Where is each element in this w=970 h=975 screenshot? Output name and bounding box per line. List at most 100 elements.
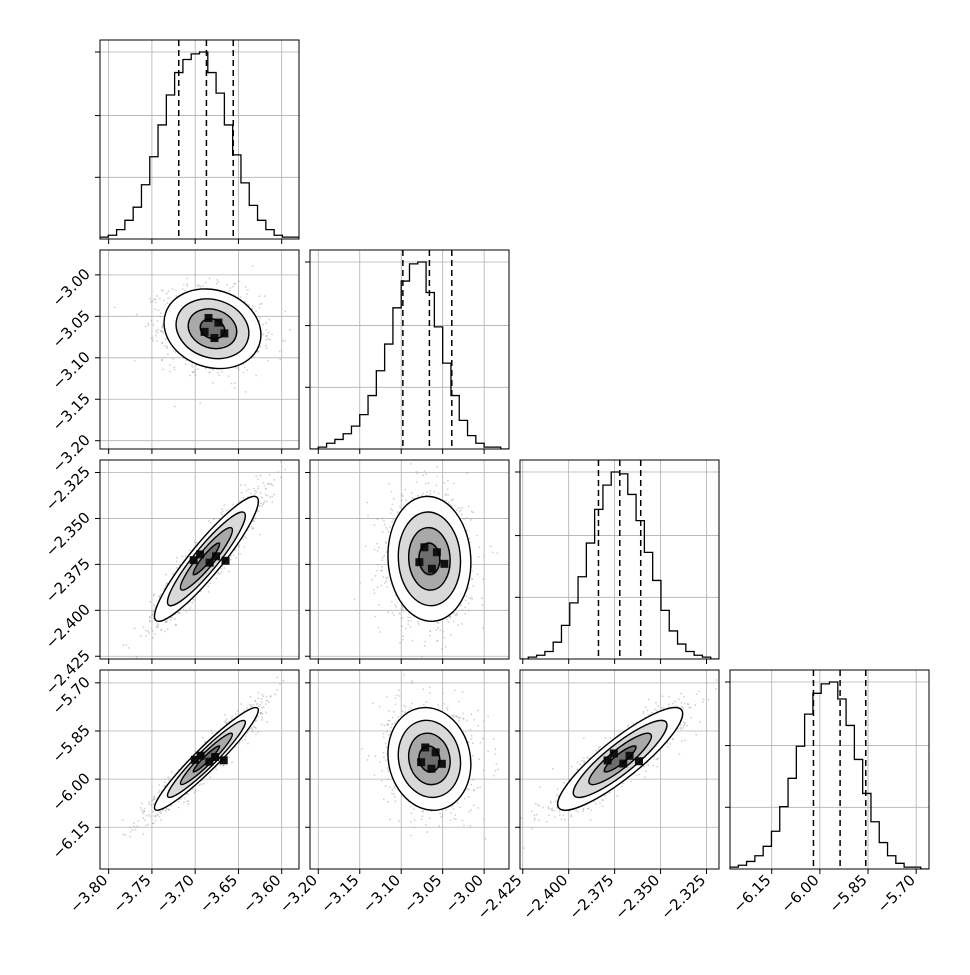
sample-point	[157, 623, 159, 625]
sample-point	[403, 610, 405, 612]
sample-point	[378, 627, 380, 629]
sample-point	[447, 488, 449, 490]
histogram-panel-2	[515, 460, 719, 664]
sample-point	[401, 617, 403, 619]
sample-point	[228, 571, 230, 573]
sample-point	[160, 330, 162, 332]
sample-point	[378, 604, 380, 606]
sample-point	[272, 485, 274, 487]
sample-point	[366, 502, 368, 504]
sample-point	[259, 303, 261, 305]
sample-point	[382, 531, 384, 533]
sample-point	[165, 810, 167, 812]
sample-point	[157, 320, 159, 322]
sample-point	[257, 488, 259, 490]
sample-point	[380, 585, 382, 587]
sample-point	[421, 656, 423, 658]
sample-point	[163, 300, 165, 302]
sample-point	[125, 644, 127, 646]
sample-point	[391, 510, 393, 512]
sample-point	[188, 609, 190, 611]
sample-point	[234, 283, 236, 285]
sample-point	[173, 366, 175, 368]
sample-point	[221, 568, 223, 570]
sample-point	[482, 627, 484, 629]
sample-point	[229, 756, 231, 758]
sample-point	[164, 338, 166, 340]
x-tick-label: −6.00	[777, 871, 822, 916]
sample-point	[221, 371, 223, 373]
sample-point	[422, 493, 424, 495]
sample-point	[176, 557, 178, 559]
sample-point	[221, 508, 223, 510]
sample-point	[266, 329, 268, 331]
sample-point	[151, 337, 153, 339]
sample-point	[280, 476, 282, 478]
sample-point	[255, 375, 257, 377]
sample-point	[426, 491, 428, 493]
sample-point	[384, 524, 386, 526]
sample-point	[258, 510, 260, 512]
sample-point	[145, 325, 147, 327]
sample-point	[158, 596, 160, 598]
sample-point	[192, 602, 194, 604]
sample-point	[184, 290, 186, 292]
sample-point	[166, 302, 168, 304]
sample-point	[464, 613, 466, 615]
sample-point	[429, 490, 431, 492]
sample-point	[478, 556, 480, 558]
sample-point	[365, 545, 367, 547]
sample-point	[155, 335, 157, 337]
sample-point	[416, 481, 418, 483]
sample-point	[215, 578, 217, 580]
sample-point	[152, 301, 154, 303]
sample-point	[469, 538, 471, 540]
sample-point	[264, 295, 266, 297]
sample-point	[216, 279, 218, 281]
sample-point	[395, 606, 397, 608]
sample-point	[443, 482, 445, 484]
sample-point	[265, 322, 267, 324]
sample-point	[375, 575, 377, 577]
sample-point	[164, 782, 166, 784]
sample-point	[374, 616, 376, 618]
sample-point	[412, 640, 414, 642]
sample-point	[435, 485, 437, 487]
sample-point	[424, 645, 426, 647]
sample-point	[405, 499, 407, 501]
sample-point	[213, 518, 215, 520]
sample-point	[442, 631, 444, 633]
sample-point	[147, 824, 149, 826]
sample-point	[191, 364, 193, 366]
sample-point	[422, 474, 424, 476]
sample-point	[245, 484, 247, 486]
sample-point	[461, 514, 463, 516]
sample-point	[175, 624, 177, 626]
sample-point	[209, 371, 211, 373]
sample-point	[217, 281, 219, 283]
sample-point	[240, 296, 242, 298]
sample-point	[271, 333, 273, 335]
sample-point	[401, 609, 403, 611]
sample-point	[482, 578, 484, 580]
sample-point	[261, 303, 263, 305]
sample-point	[468, 505, 470, 507]
sample-point	[176, 567, 178, 569]
y-tick-label: −2.350	[42, 509, 94, 561]
histogram-step	[100, 52, 299, 239]
sample-point	[152, 630, 154, 632]
sample-point	[468, 587, 470, 589]
sample-point	[359, 582, 361, 584]
sample-point	[263, 502, 265, 504]
sample-point	[154, 299, 156, 301]
sample-point	[239, 553, 241, 555]
sample-point	[237, 367, 239, 369]
sample-point	[446, 619, 448, 621]
sample-point	[166, 346, 168, 348]
sample-point	[257, 478, 259, 480]
sample-point	[208, 591, 210, 593]
sample-point	[183, 284, 185, 286]
sample-point	[178, 800, 180, 802]
sample-point	[401, 494, 403, 496]
sample-point	[153, 595, 155, 597]
